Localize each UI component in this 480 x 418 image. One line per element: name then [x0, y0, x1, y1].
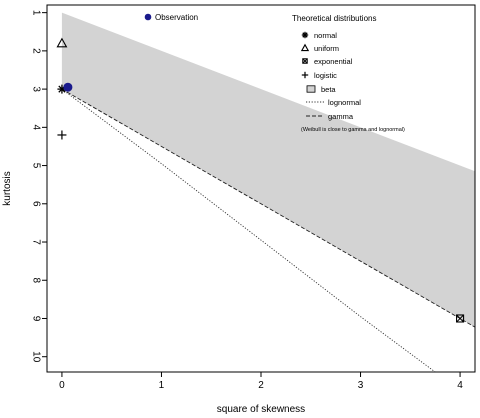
- y-tick-label: 3: [30, 86, 41, 92]
- point-logistic: [57, 130, 67, 140]
- observation-legend-label: Observation: [155, 13, 198, 22]
- gamma-line: [61, 88, 475, 328]
- observation-point: [63, 82, 73, 92]
- legend-symbol-uniform: [300, 43, 310, 52]
- x-tick-label: 2: [258, 380, 264, 391]
- observation-legend-marker: [144, 13, 152, 21]
- legend-note: (Weibull is close to gamma and lognormal…: [301, 127, 405, 133]
- point-exponential: [456, 314, 465, 323]
- legend-symbol-normal: [301, 31, 309, 39]
- beta-region: [61, 12, 475, 328]
- lognormal-line: [61, 88, 436, 372]
- plot-area: [56, 12, 475, 372]
- x-axis-label: square of skewness: [217, 404, 305, 415]
- legend-entry-lognormal: lognormal: [328, 98, 361, 107]
- legend-entry-normal: normal: [314, 31, 337, 40]
- x-tick-label: 3: [358, 380, 364, 391]
- y-tick-label: 5: [30, 163, 41, 169]
- y-axis-label: kurtosis: [2, 171, 13, 205]
- legend-symbol-beta: [306, 85, 316, 93]
- legend-entry-uniform: uniform: [314, 44, 339, 53]
- x-tick-label: 0: [59, 380, 65, 391]
- point-uniform: [56, 37, 68, 48]
- legend-entry-gamma: gamma: [328, 112, 354, 121]
- y-tick-label: 8: [30, 277, 41, 283]
- y-tick-label: 4: [30, 125, 41, 131]
- y-tick-label: 1: [30, 10, 41, 16]
- y-tick-label: 10: [30, 351, 41, 363]
- y-tick-label: 2: [30, 48, 41, 54]
- x-tick-label: 1: [159, 380, 165, 391]
- plot-clip-group: [61, 12, 475, 372]
- y-tick-label: 6: [30, 201, 41, 207]
- legend-symbol-exponential: [302, 58, 308, 64]
- legend-symbol-logistic: [301, 71, 309, 79]
- y-tick-label: 7: [30, 239, 41, 245]
- legend-title: Theoretical distributions: [292, 14, 376, 23]
- legend-entry-beta: beta: [321, 85, 336, 94]
- axes: 0 1 2 3 4 1 2 3 4 5 6 7 8 9 10 square of skewness kurtos…: [2, 4, 476, 415]
- legend: Observation Theoretical distributions norm…: [144, 13, 405, 133]
- legend-entry-exponential: exponential: [314, 57, 353, 66]
- y-tick-label: 9: [30, 316, 41, 322]
- legend-entry-logistic: logistic: [314, 71, 337, 80]
- x-tick-label: 4: [457, 380, 463, 391]
